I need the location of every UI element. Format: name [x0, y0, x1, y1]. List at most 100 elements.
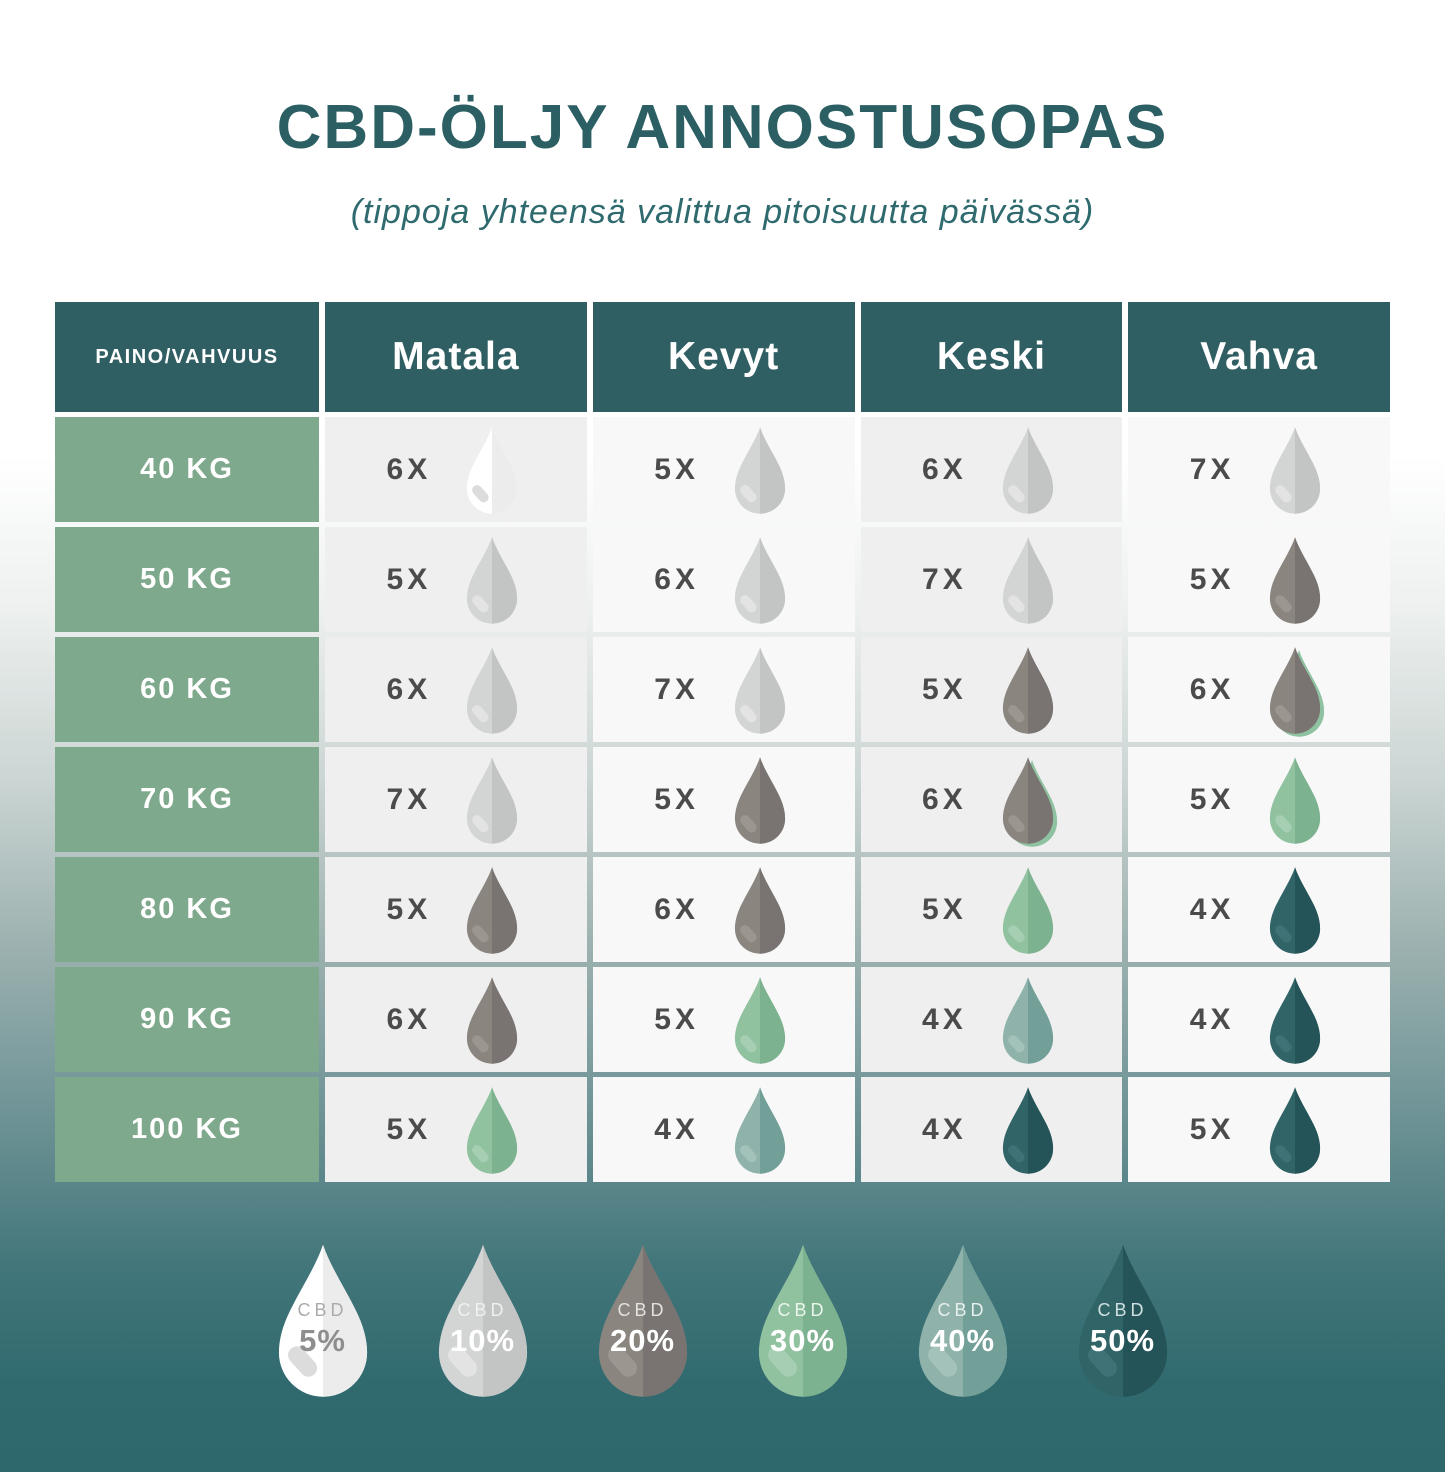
cbd-drop-icon [727, 643, 793, 736]
cbd-drop-icon [1262, 533, 1328, 626]
header-cell-kevyt: Kevyt [592, 302, 855, 412]
cbd-drop-icon [995, 643, 1061, 736]
dose-cell: 4X [860, 1077, 1123, 1182]
dose-count: 4X [1189, 1002, 1235, 1036]
dose-count: 6X [1189, 672, 1235, 706]
dose-count: 5X [1189, 782, 1235, 816]
page-title: CBD-ÖLJY ANNOSTUSOPAS [276, 93, 1169, 162]
page-subtitle: (tippoja yhteensä valittua pitoisuutta p… [350, 193, 1095, 231]
dose-cell: 5X [860, 637, 1123, 742]
legend-item-40pct: CBD 40% [905, 1236, 1021, 1402]
dose-cell: 6X [1128, 637, 1390, 742]
dose-count: 5X [922, 672, 967, 706]
weight-cell-70kg: 70 KG [55, 747, 319, 852]
dose-cell: 6X [860, 747, 1123, 852]
dose-cell: 4X [592, 1077, 855, 1182]
dose-cell: 6X [592, 527, 855, 632]
dose-count: 5X [922, 892, 967, 926]
dose-cell: 6X [325, 967, 587, 1072]
legend-item-50pct: CBD 50% [1065, 1236, 1181, 1402]
cbd-drop-icon [459, 643, 525, 736]
dose-cell: 5X [860, 857, 1123, 962]
cbd-drop-icon [995, 863, 1061, 956]
cbd-strength-legend: CBD 5% CBD 10% CBD 20% CBD 30% CBD 40% [0, 1236, 1445, 1402]
dose-count: 7X [922, 562, 967, 596]
cbd-drop-icon [459, 863, 525, 956]
cbd-drop-icon [425, 1236, 541, 1402]
dose-count: 7X [386, 782, 432, 816]
weight-cell-90kg: 90 KG [55, 967, 319, 1072]
dosage-table: PAINO/VAHVUUS Matala Kevyt Keski Vahva 4… [55, 302, 1390, 1182]
dose-cell: 4X [1128, 857, 1390, 962]
dose-cell: 7X [1128, 417, 1390, 522]
dose-cell: 5X [1128, 1077, 1390, 1182]
cbd-drop-icon [727, 973, 793, 1066]
dose-cell: 5X [325, 857, 587, 962]
header-cell-vahva: Vahva [1128, 302, 1390, 412]
cbd-drop-icon [995, 973, 1061, 1066]
cbd-drop-icon [459, 533, 525, 626]
weight-cell-60kg: 60 KG [55, 637, 319, 742]
dose-cell: 5X [325, 527, 587, 632]
dose-count: 5X [386, 1112, 432, 1146]
dose-cell: 7X [592, 637, 855, 742]
dose-count: 5X [386, 892, 432, 926]
cbd-drop-icon [585, 1236, 701, 1402]
dose-cell: 6X [325, 637, 587, 742]
cbd-drop-icon [727, 863, 793, 956]
header-cell-keski: Keski [860, 302, 1123, 412]
page-header: CBD-ÖLJY ANNOSTUSOPAS (tippoja yhteensä … [0, 0, 1445, 232]
cbd-drop-icon [727, 753, 793, 846]
legend-item-20pct: CBD 20% [585, 1236, 701, 1402]
cbd-drop-icon [995, 533, 1061, 626]
cbd-drop-icon [1262, 1083, 1328, 1176]
dose-count: 5X [654, 782, 699, 816]
dose-cell: 4X [860, 967, 1123, 1072]
dose-cell: 6X [325, 417, 587, 522]
header-cell-matala: Matala [325, 302, 587, 412]
legend-item-5pct: CBD 5% [265, 1236, 381, 1402]
dose-count: 7X [1189, 452, 1235, 486]
dose-cell: 7X [860, 527, 1123, 632]
header-cell-weight-strength: PAINO/VAHVUUS [55, 302, 319, 412]
dose-cell: 6X [860, 417, 1123, 522]
dose-count: 4X [1189, 892, 1235, 926]
cbd-drop-icon [1262, 863, 1328, 956]
dose-cell: 5X [1128, 527, 1390, 632]
cbd-drop-icon [727, 533, 793, 626]
dose-count: 5X [386, 562, 432, 596]
dose-cell: 4X [1128, 967, 1390, 1072]
weight-cell-40kg: 40 KG [55, 417, 319, 522]
cbd-drop-icon [459, 973, 525, 1066]
dose-cell: 5X [592, 417, 855, 522]
legend-item-10pct: CBD 10% [425, 1236, 541, 1402]
dose-cell: 5X [592, 747, 855, 852]
dose-cell: 5X [1128, 747, 1390, 852]
dose-count: 6X [386, 452, 432, 486]
cbd-drop-icon [459, 423, 525, 516]
dose-count: 4X [922, 1002, 967, 1036]
dose-cell: 5X [325, 1077, 587, 1182]
weight-cell-50kg: 50 KG [55, 527, 319, 632]
dose-count: 6X [654, 562, 699, 596]
dose-count: 5X [1189, 1112, 1235, 1146]
cbd-drop-icon [1065, 1236, 1181, 1402]
dose-count: 4X [922, 1112, 967, 1146]
dose-count: 5X [1189, 562, 1235, 596]
cbd-drop-icon [459, 1083, 525, 1176]
cbd-drop-icon [995, 753, 1061, 846]
dose-count: 5X [654, 1002, 699, 1036]
cbd-drop-icon [459, 753, 525, 846]
dose-count: 6X [386, 672, 432, 706]
legend-item-30pct: CBD 30% [745, 1236, 861, 1402]
cbd-drop-icon [995, 423, 1061, 516]
weight-cell-100kg: 100 KG [55, 1077, 319, 1182]
dose-cell: 6X [592, 857, 855, 962]
dose-count: 6X [922, 782, 967, 816]
cbd-drop-icon [745, 1236, 861, 1402]
cbd-drop-icon [727, 423, 793, 516]
dose-cell: 5X [592, 967, 855, 1072]
cbd-drop-icon [905, 1236, 1021, 1402]
dose-count: 6X [386, 1002, 432, 1036]
dose-count: 6X [654, 892, 699, 926]
